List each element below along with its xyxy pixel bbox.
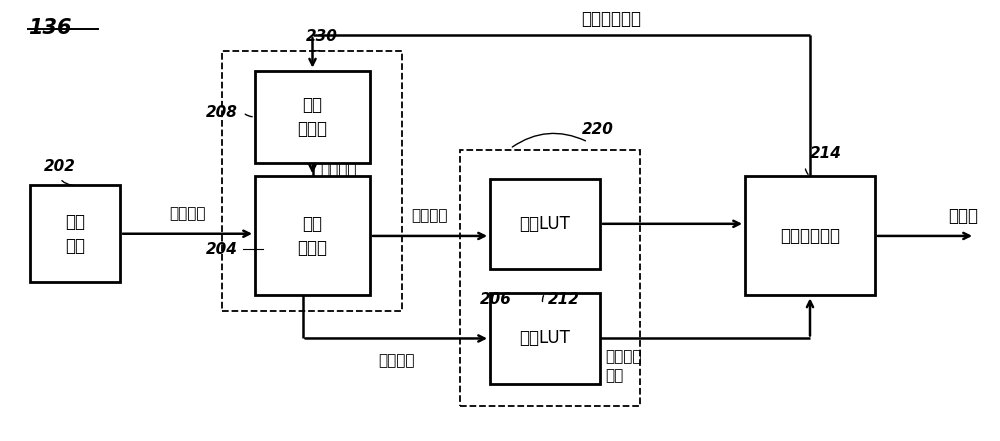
Text: 214: 214 — [810, 146, 842, 161]
Text: 线性近似
系数: 线性近似 系数 — [605, 349, 642, 383]
Bar — [460, 150, 640, 406]
Text: 映射信息: 映射信息 — [320, 162, 357, 177]
Text: 第一索引: 第一索引 — [412, 209, 448, 224]
Text: 第二LUT: 第二LUT — [520, 329, 570, 348]
Text: 206: 206 — [480, 292, 512, 307]
Text: 索引
生成器: 索引 生成器 — [298, 215, 328, 257]
Bar — [222, 51, 402, 311]
Text: 数字
确定器: 数字 确定器 — [298, 96, 328, 138]
Text: 输入变量: 输入变量 — [169, 206, 206, 221]
Bar — [30, 185, 120, 282]
Bar — [255, 71, 370, 163]
Bar — [490, 293, 600, 384]
Bar — [490, 179, 600, 269]
Text: 第一LUT: 第一LUT — [520, 215, 570, 233]
Text: 136: 136 — [28, 18, 72, 37]
Text: 220: 220 — [582, 122, 614, 137]
Text: 230: 230 — [306, 29, 338, 44]
Text: 输入
单元: 输入 单元 — [65, 213, 85, 254]
Text: 线性近似系数: 线性近似系数 — [581, 10, 641, 28]
Text: 212: 212 — [548, 292, 580, 307]
Text: 函数值: 函数值 — [948, 207, 978, 225]
Text: 函数值生成器: 函数值生成器 — [780, 227, 840, 245]
Text: 208: 208 — [206, 105, 238, 120]
Text: 202: 202 — [44, 159, 76, 174]
Bar — [745, 176, 875, 295]
Text: 第二索引: 第二索引 — [378, 353, 415, 368]
Text: 204: 204 — [206, 242, 238, 257]
Bar — [255, 176, 370, 295]
